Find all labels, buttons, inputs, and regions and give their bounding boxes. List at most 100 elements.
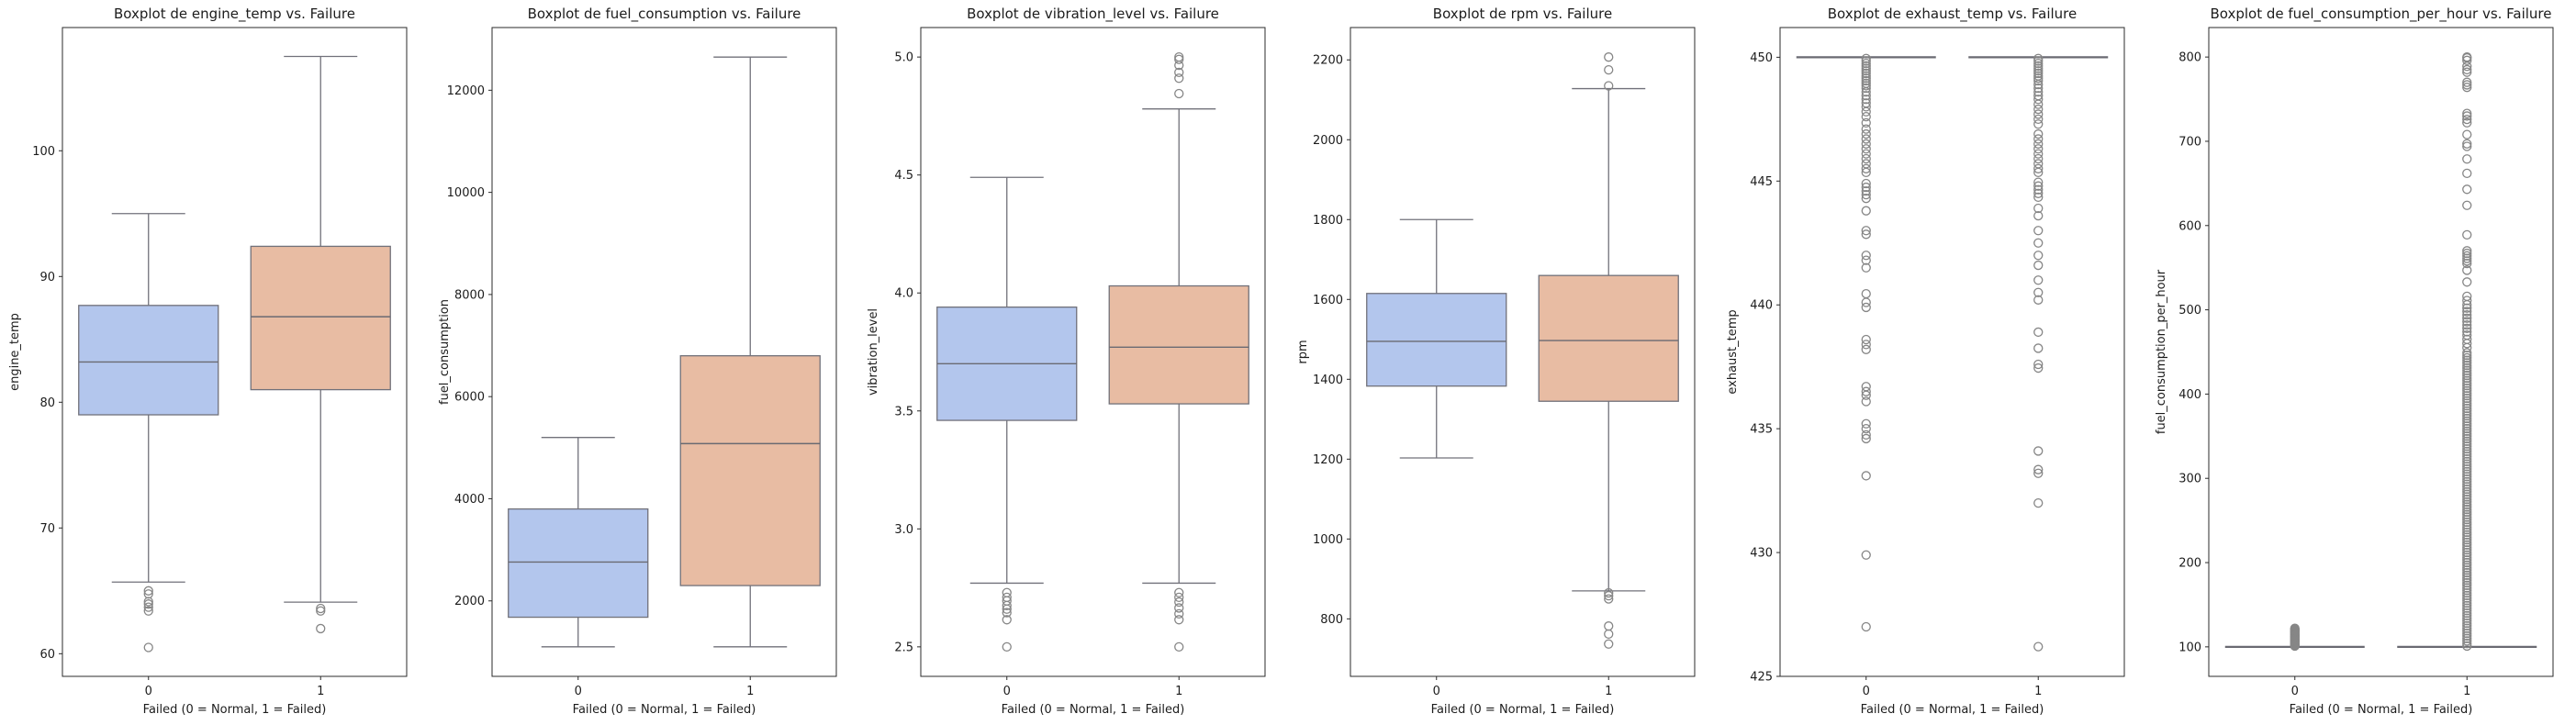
outlier-point xyxy=(2033,153,2044,164)
x-tick-label: 1 xyxy=(1605,685,1612,698)
outlier-point xyxy=(1861,297,1871,307)
outlier-point xyxy=(2033,75,2044,86)
outlier-point xyxy=(2462,587,2472,598)
outlier-point xyxy=(2462,459,2472,469)
outlier-point xyxy=(2462,573,2472,583)
outlier-point xyxy=(2462,476,2472,487)
outlier-point xyxy=(2033,188,2044,198)
outlier-point xyxy=(2462,630,2472,641)
outlier-point xyxy=(1174,592,1184,603)
outlier-point xyxy=(2462,393,2472,404)
box xyxy=(1108,284,1250,405)
outlier-point xyxy=(1861,255,1871,265)
outlier-point xyxy=(316,606,326,616)
outlier-point xyxy=(2033,210,2044,221)
outlier-point xyxy=(1604,81,1614,91)
outlier-point xyxy=(2033,260,2044,271)
outlier-point xyxy=(1861,288,1871,299)
outlier-point xyxy=(2033,68,2044,79)
outlier-point xyxy=(2462,499,2472,509)
outlier-point xyxy=(2033,79,2044,90)
outlier-point xyxy=(2462,111,2472,121)
outlier-point xyxy=(1861,226,1871,236)
outlier-point xyxy=(1861,149,1871,159)
outlier-point xyxy=(1174,587,1184,597)
outlier-point xyxy=(2462,456,2472,467)
y-tick-label: 80 xyxy=(39,396,55,410)
outlier-point xyxy=(1861,178,1871,189)
outlier-point xyxy=(2462,527,2472,538)
outlier-point xyxy=(2462,449,2472,459)
outlier-point xyxy=(1174,597,1184,608)
x-tick-label: 1 xyxy=(746,685,754,698)
outlier-point xyxy=(2462,608,2472,619)
outlier-point xyxy=(2462,463,2472,474)
outlier-point xyxy=(1174,60,1184,71)
outlier-point xyxy=(2462,413,2472,424)
axes-frame xyxy=(920,27,1266,677)
outlier-point xyxy=(2033,144,2044,154)
outlier-point xyxy=(2462,547,2472,558)
outlier-point xyxy=(2462,532,2472,542)
outlier-point xyxy=(1861,471,1871,481)
y-tick-label: 440 xyxy=(1750,299,1773,313)
outlier-point xyxy=(2462,80,2472,90)
outlier-point xyxy=(2462,253,2472,263)
outlier-point xyxy=(2462,351,2472,361)
outlier-point xyxy=(2462,495,2472,505)
outlier-point xyxy=(143,642,153,652)
y-tick-label: 430 xyxy=(1750,547,1773,561)
outlier-point xyxy=(2462,505,2472,515)
outlier-point xyxy=(1174,67,1184,78)
y-tick-label: 800 xyxy=(2178,51,2201,65)
outlier-point xyxy=(2462,200,2472,210)
y-tick-label: 8000 xyxy=(454,288,485,302)
outlier-point xyxy=(2033,53,2044,63)
outlier-point xyxy=(1174,608,1184,619)
outlier-point xyxy=(1861,302,1871,313)
box xyxy=(78,305,219,416)
y-tick-label: 700 xyxy=(2178,135,2201,149)
outlier-point xyxy=(1604,629,1614,640)
outlier-point xyxy=(2462,67,2472,77)
outlier-point xyxy=(2033,128,2044,139)
outlier-point xyxy=(2462,258,2472,269)
outlier-point xyxy=(2462,248,2472,259)
box xyxy=(250,245,391,391)
outlier-point xyxy=(1861,206,1871,216)
outlier-point xyxy=(2033,95,2044,105)
outlier-point xyxy=(2033,119,2044,129)
outlier-point xyxy=(2462,446,2472,456)
outlier-point xyxy=(1861,163,1871,173)
outlier-point xyxy=(1002,600,1013,611)
outlier-point xyxy=(2462,323,2472,333)
y-axis-label: vibration_level xyxy=(867,308,880,396)
axes-frame xyxy=(1779,27,2125,677)
y-tick-label: 1600 xyxy=(1313,294,1343,307)
outlier-point xyxy=(2033,641,2044,652)
box xyxy=(679,355,821,586)
outlier-point xyxy=(2462,563,2472,573)
plot-title: Boxplot de engine_temp vs. Failure xyxy=(114,6,355,23)
outlier-point xyxy=(2462,378,2472,388)
outlier-point xyxy=(2462,51,2472,62)
outlier-point xyxy=(2033,149,2044,159)
y-axis-label: fuel_consumption xyxy=(438,299,452,405)
outlier-point xyxy=(2462,307,2472,317)
outlier-point xyxy=(1861,390,1871,400)
outlier-point xyxy=(2462,525,2472,535)
outlier-point xyxy=(2462,406,2472,416)
outlier-point xyxy=(1174,73,1184,84)
outlier-point xyxy=(2462,613,2472,623)
outlier-point xyxy=(2462,626,2472,636)
outlier-point xyxy=(2462,154,2472,164)
outlier-point xyxy=(1861,344,1871,354)
outlier-point xyxy=(2462,517,2472,528)
y-tick-label: 4.5 xyxy=(895,169,914,183)
outlier-point xyxy=(2462,620,2472,631)
outlier-point xyxy=(2462,542,2472,552)
outlier-point xyxy=(2462,502,2472,512)
x-tick-label: 1 xyxy=(2463,685,2470,698)
outlier-point xyxy=(2462,64,2472,75)
outlier-point xyxy=(2462,361,2472,371)
